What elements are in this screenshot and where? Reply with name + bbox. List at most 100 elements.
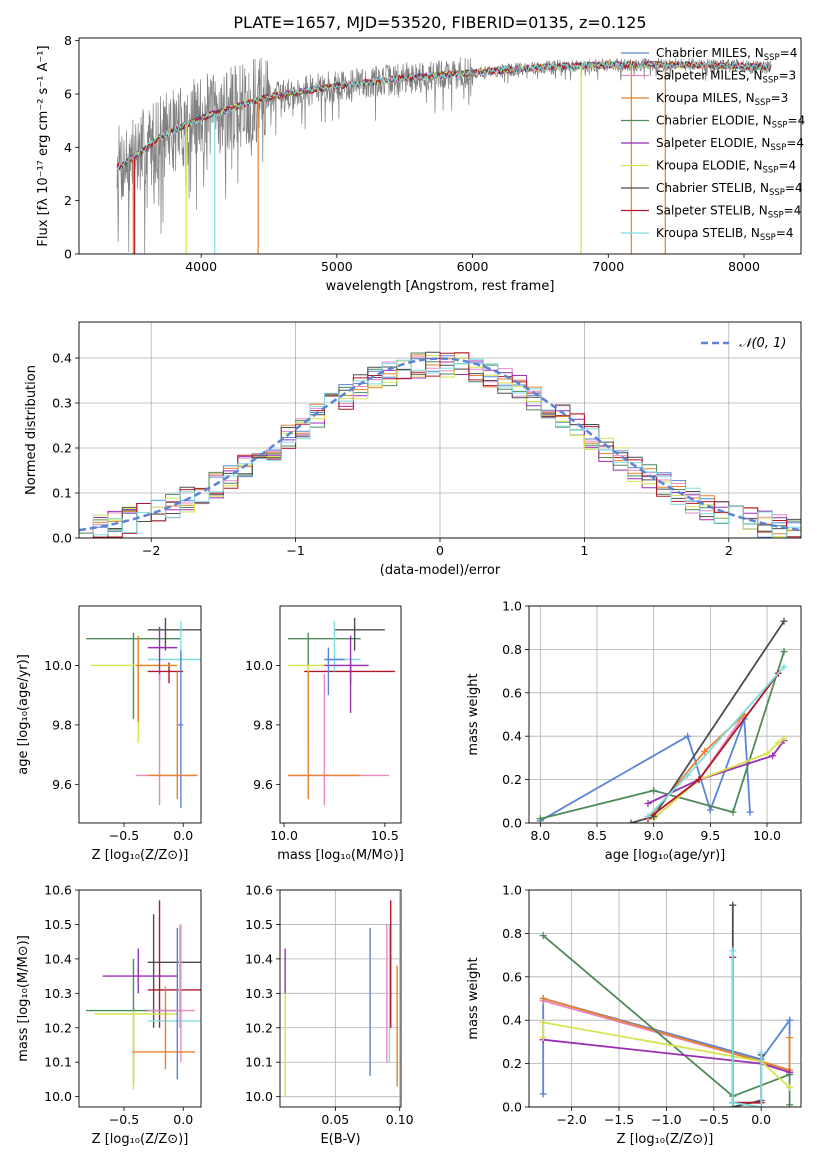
panel-2: −2 −1 0 1 2 0.0 0.1 0.2 0.3 0.4 (data-model)/error… [24, 321, 802, 578]
x-axis-label: Z [log₁₀(Z/Z⊙)] [92, 1132, 189, 1147]
point-salpeter-elodie [769, 752, 777, 760]
x-tick-label: −2.0 [556, 1112, 586, 1127]
series-kroupa-miles [542, 997, 791, 1072]
point-kroupa-stelib [757, 1103, 765, 1107]
model-kroupa-stelib [116, 60, 772, 170]
point-kroupa-elodie [780, 734, 788, 742]
point-chabrier-stelib [729, 901, 737, 909]
y-axis-label: Flux [fλ 10⁻¹⁷ erg cm⁻² s⁻¹ A⁻¹] [36, 45, 51, 246]
y-tick-label: 10.0 [245, 1089, 273, 1104]
y-tick-label: 10.2 [245, 1020, 273, 1035]
y-axis-label: age [log₁₀(age/yr)] [16, 654, 31, 775]
y-tick-label: 10.6 [245, 883, 273, 898]
series-salpeter-elodie [647, 739, 785, 805]
point-kroupa-stelib [729, 1099, 737, 1107]
y-tick-label: 10.4 [245, 951, 273, 966]
y-tick-label: 6 [64, 87, 72, 102]
x-tick-label: 6000 [457, 259, 489, 274]
point-salpeter-stelib [695, 776, 703, 784]
y-tick-label: 0.8 [502, 926, 522, 941]
legend-label-kroupa-stelib: Kroupa STELIB, NSSP=4 [656, 226, 794, 243]
x-tick-label: 2 [725, 543, 733, 558]
point-kroupa-stelib [780, 663, 788, 671]
y-tick-label: 2 [64, 193, 72, 208]
y-tick-label: 9.8 [253, 717, 273, 732]
panel-3: −0.5 0.0 9.6 9.8 10.0 Z [log₁₀(Z/Z⊙)] age [log… [16, 605, 202, 863]
axes-frame [528, 605, 802, 824]
point-chabrier-miles [539, 1090, 547, 1098]
x-tick-label: 0.0 [173, 828, 193, 843]
histogram-salpeter-stelib [79, 352, 801, 538]
plot-area [284, 900, 398, 1097]
y-tick-label: 0.3 [52, 396, 72, 411]
plot-area [86, 617, 201, 809]
x-axis-label: mass [log₁₀(M/M⊙)] [277, 848, 404, 863]
y-tick-label: 9.8 [52, 717, 72, 732]
panel-4: 10.0 10.5 9.6 9.8 10.0 mass [log₁₀(M/M⊙)] [245, 605, 404, 863]
x-tick-label: −1.0 [651, 1112, 681, 1127]
y-axis-label: mass [log₁₀(M/M⊙)] [16, 935, 31, 1062]
y-tick-label: 10.3 [44, 986, 72, 1001]
point-chabrier-elodie [536, 815, 544, 823]
point-kroupa-elodie [539, 1018, 547, 1026]
y-tick-label: 10.3 [245, 986, 273, 1001]
x-tick-label: 8.0 [530, 828, 550, 843]
x-axis-label: Z [log₁₀(Z/Z⊙)] [617, 1132, 714, 1147]
x-tick-label: −0.5 [109, 1112, 139, 1127]
y-tick-label: 0.4 [502, 729, 522, 744]
y-tick-label: 0.8 [502, 642, 522, 657]
y-tick-label: 0.1 [52, 486, 72, 501]
x-tick-label: −0.5 [699, 1112, 729, 1127]
point-chabrier-miles [684, 732, 692, 740]
x-tick-label: 5000 [321, 259, 353, 274]
x-tick-label: 0.10 [386, 1112, 414, 1127]
axes-frame [279, 889, 402, 1108]
x-tick-label: 10.0 [270, 828, 298, 843]
plot-area [539, 901, 794, 1107]
axes-frame [279, 605, 402, 824]
x-tick-label: 10.0 [753, 828, 781, 843]
x-tick-label: 10.5 [371, 828, 399, 843]
y-tick-label: 10.0 [245, 658, 273, 673]
point-kroupa-stelib [729, 947, 737, 955]
point-chabrier-miles [786, 1016, 794, 1024]
y-tick-label: 10.2 [44, 1020, 72, 1035]
y-tick-label: 10.4 [44, 951, 72, 966]
axes-frame [78, 37, 802, 255]
plot-area [116, 57, 772, 254]
legend-label-normal: 𝒩(0, 1) [739, 336, 786, 351]
point-kroupa-elodie [539, 1034, 547, 1042]
y-tick-label: 4 [64, 140, 72, 155]
axes-frame [78, 605, 202, 824]
point-chabrier-elodie [780, 648, 788, 656]
series-chabrier-elodie [540, 651, 785, 820]
axes-frame [78, 889, 202, 1108]
y-tick-label: 0.6 [502, 685, 522, 700]
y-tick-label: 10.1 [44, 1055, 72, 1070]
legend-label-salpeter-elodie: Salpeter ELODIE, NSSP=4 [656, 136, 804, 153]
x-tick-label: −0.5 [109, 828, 139, 843]
axes-frame [528, 889, 802, 1108]
x-tick-label: 7000 [592, 259, 624, 274]
point-kroupa-miles [701, 747, 709, 755]
x-tick-label: 0.0 [173, 1112, 193, 1127]
panel-1: 4000 5000 6000 7000 8000 0 2 4 6 8 wavelength [Ang… [36, 33, 805, 294]
point-chabrier-elodie [650, 786, 658, 794]
y-tick-label: 10.1 [245, 1055, 273, 1070]
legend-label-chabrier-miles: Chabrier MILES, NSSP=4 [656, 46, 797, 63]
point-chabrier-stelib [780, 617, 788, 625]
x-tick-label: 9.0 [644, 828, 664, 843]
panel-7: 0.05 0.10 10.0 10.1 10.2 10.3 10.4 10.5 10.6 E(B-… [245, 883, 414, 1148]
plot-area [288, 617, 395, 806]
x-axis-label: Z [log₁₀(Z/Z⊙)] [92, 848, 189, 863]
point-chabrier-stelib [627, 819, 635, 823]
y-tick-label: 10.6 [44, 883, 72, 898]
point-kroupa-stelib [684, 771, 692, 779]
panel-6: −0.5 0.0 10.0 10.1 10.2 10.3 10.4 10.5 10.6 Z [lo… [16, 883, 202, 1147]
normal-curve [79, 357, 801, 532]
legend-label-salpeter-stelib: Salpeter STELIB, NSSP=4 [656, 204, 801, 221]
series-kroupa-elodie [542, 1021, 791, 1089]
x-tick-label: 0 [436, 543, 444, 558]
plot-area [79, 351, 801, 538]
x-axis-label: (data-model)/error [380, 563, 501, 578]
